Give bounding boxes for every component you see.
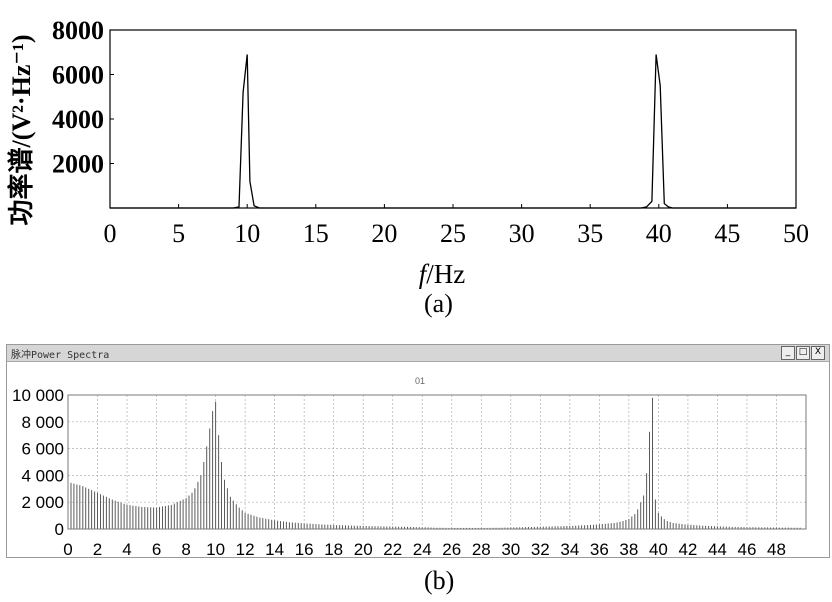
chart-a-plot-frame [109, 29, 797, 209]
chart-a-ytick-label: 2000 [52, 150, 104, 179]
caption-a: (a) [424, 289, 453, 318]
chart-a-y-ticks: 2000 4000 6000 8000 [52, 16, 114, 179]
chart-a-xlabel: f/Hz [419, 259, 466, 289]
chart-a-series-line [110, 54, 796, 209]
chart-a-xlabel-italic: f [419, 259, 430, 289]
chart-a-xlabel-rest: /Hz [426, 259, 465, 289]
window-buttons: _ □ X [781, 346, 825, 360]
close-button[interactable]: X [811, 346, 825, 360]
chart-a: 功率谱/(V²·Hz⁻¹) 0 5 10 15 20 25 30 35 40 45 50 2000 4… [6, 16, 809, 289]
window-title: 脉冲Power Spectra [11, 346, 109, 361]
minimize-button[interactable]: _ [781, 346, 795, 360]
chart-a-xtick-label: 15 [303, 219, 329, 248]
window-title-main: Power Spectra [31, 350, 110, 361]
chart-a-xtick-label: 0 [104, 219, 117, 248]
chart-a-xtick-label: 20 [371, 219, 397, 248]
chart-a-ytick-label: 8000 [52, 16, 104, 45]
chart-a-x-ticks: 0 5 10 15 20 25 30 35 40 45 50 [104, 204, 809, 248]
power-spectra-window: 脉冲Power Spectra _ □ X [6, 344, 830, 558]
chart-a-xtick-label: 40 [646, 219, 672, 248]
chart-a-xtick-label: 10 [234, 219, 260, 248]
chart-a-xtick-label: 25 [440, 219, 466, 248]
chart-a-ytick-label: 6000 [52, 61, 104, 90]
chart-a-xtick-label: 50 [783, 219, 809, 248]
window-titlebar[interactable]: 脉冲Power Spectra _ □ X [7, 345, 829, 362]
chart-a-xtick-label: 30 [509, 219, 535, 248]
chart-a-xtick-label: 5 [172, 219, 185, 248]
chart-a-xtick-label: 35 [577, 219, 603, 248]
caption-b: (b) [424, 566, 455, 595]
chart-a-ylabel-group: 功率谱/(V²·Hz⁻¹) [6, 34, 36, 225]
chart-a-xtick-label: 45 [714, 219, 740, 248]
chart-a-ytick-label: 4000 [52, 105, 104, 134]
chart-a-ylabel: 功率谱/(V²·Hz⁻¹) [6, 34, 36, 225]
maximize-button[interactable]: □ [796, 346, 810, 360]
window-title-prefix: 脉冲 [11, 350, 31, 361]
